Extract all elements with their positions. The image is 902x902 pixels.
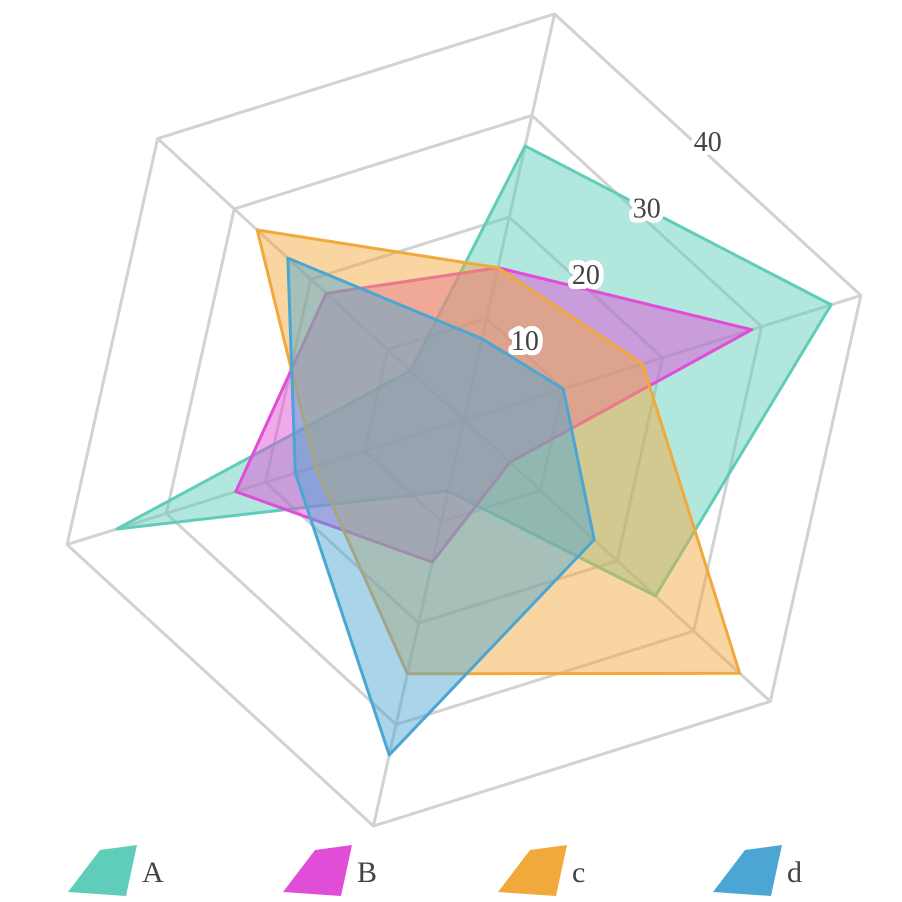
r-tick-label: 20 — [572, 260, 600, 291]
legend-label: d — [787, 856, 802, 889]
legend-swatch — [68, 845, 137, 896]
spoke — [462, 13, 557, 421]
spoke — [463, 293, 862, 422]
spoke — [371, 419, 466, 827]
r-tick-label: 30 — [633, 193, 661, 224]
spoke — [66, 418, 465, 547]
series-area — [115, 144, 833, 598]
r-tick-label: 40 — [694, 127, 722, 158]
legend-label: B — [357, 856, 377, 889]
legend-label: c — [572, 856, 585, 889]
legend-label: A — [142, 856, 164, 889]
series-area — [286, 256, 596, 757]
series-area — [234, 266, 754, 564]
spoke — [156, 137, 466, 422]
spoke — [462, 418, 772, 703]
legend-swatch — [283, 845, 352, 896]
r-tick-label: 10 — [511, 326, 539, 357]
legend-swatch — [713, 845, 782, 896]
legend-swatch — [498, 845, 567, 896]
series-area — [255, 228, 742, 676]
